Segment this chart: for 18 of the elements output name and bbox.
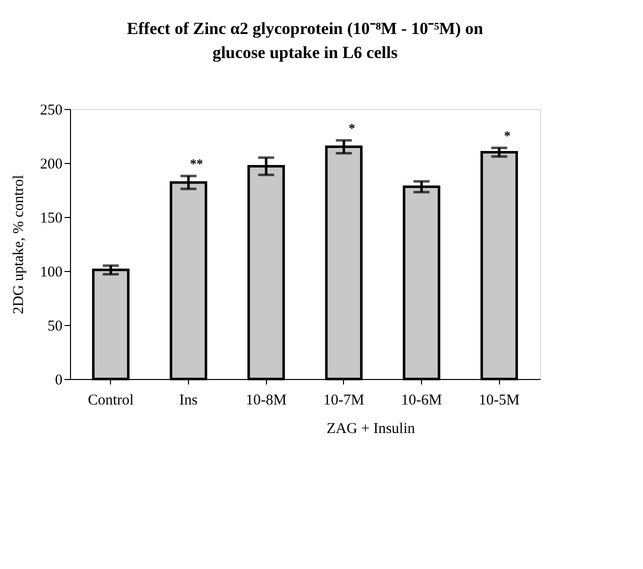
y-tick-label: 0 [55, 372, 62, 388]
y-axis-title: 2DG uptake, % control [11, 174, 27, 314]
x-tick-label: 10-6M [401, 392, 442, 408]
x-tick-label: 10-5M [478, 392, 520, 408]
y-tick-label: 250 [40, 102, 62, 118]
y-tick-label: 50 [48, 318, 62, 334]
y-tick-label: 150 [40, 210, 62, 226]
x-tick-label: Control [88, 392, 134, 408]
annotation: * [348, 120, 356, 136]
y-tick-label: 200 [40, 156, 62, 172]
x-axis-title: ZAG + Insulin [326, 421, 416, 437]
annotation: ** [190, 156, 203, 171]
x-tick-label: 10-8M [246, 392, 287, 408]
x-tick-label: Ins [179, 392, 198, 408]
x-tick-label: 10-7M [323, 392, 364, 408]
y-tick-label: 100 [40, 264, 62, 280]
annotation: * [504, 128, 510, 143]
chart-title: Effect of Zinc α2 glycoprotein (10⁻⁸M - 10⁻⁵M) on glucose uptake in L6 cells [126, 19, 484, 62]
